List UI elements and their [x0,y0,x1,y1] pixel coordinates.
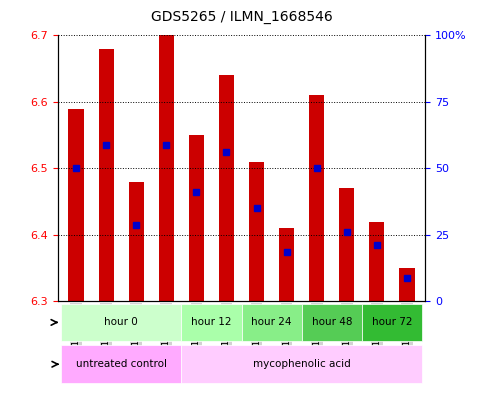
Text: hour 12: hour 12 [191,318,232,327]
Text: hour 72: hour 72 [372,318,412,327]
FancyBboxPatch shape [61,303,181,341]
Text: hour 24: hour 24 [251,318,292,327]
Bar [399,268,414,301]
Bar [189,135,204,301]
Bar [159,35,174,301]
Bar [219,75,234,301]
Bar [339,188,355,301]
Bar [249,162,264,301]
Bar [279,228,294,301]
Text: mycophenolic acid: mycophenolic acid [253,359,351,369]
Bar [128,182,144,301]
Text: hour 48: hour 48 [312,318,352,327]
FancyBboxPatch shape [242,303,302,341]
Bar [69,108,84,301]
FancyBboxPatch shape [302,303,362,341]
FancyBboxPatch shape [362,303,422,341]
Text: hour 0: hour 0 [104,318,138,327]
Bar [369,222,384,301]
FancyBboxPatch shape [181,303,242,341]
Text: untreated control: untreated control [76,359,167,369]
FancyBboxPatch shape [61,345,181,383]
FancyBboxPatch shape [181,345,422,383]
Bar [99,49,114,301]
Text: GDS5265 / ILMN_1668546: GDS5265 / ILMN_1668546 [151,9,332,24]
Bar [309,95,324,301]
